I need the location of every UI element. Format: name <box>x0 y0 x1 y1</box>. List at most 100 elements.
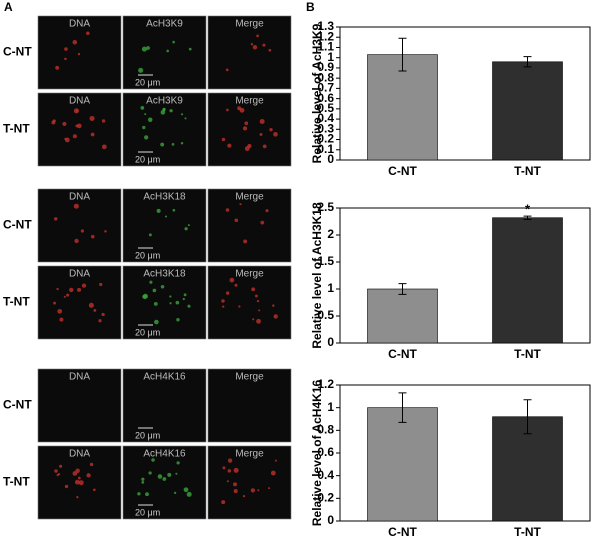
column-label: DNA <box>69 372 90 383</box>
nucleus-dot <box>180 142 184 145</box>
scale-bar-label: 20 μm <box>135 77 160 87</box>
micrograph <box>37 368 122 443</box>
nucleus-dot <box>104 230 107 233</box>
column-label: Merge <box>235 19 264 30</box>
nucleus-dot <box>238 305 241 308</box>
nucleus-dot <box>172 208 176 212</box>
bar <box>367 288 438 344</box>
y-tick-label: 1.1 <box>317 40 334 54</box>
nucleus-dot <box>256 318 261 324</box>
nucleus-dot <box>160 142 165 147</box>
nucleus-dot <box>154 319 159 325</box>
micrograph <box>207 368 292 443</box>
y-tick-label: 0 <box>327 513 334 527</box>
micrograph <box>37 92 122 167</box>
nucleus-dot <box>93 308 97 312</box>
nucleus-dot <box>54 469 58 473</box>
column-label: DNA <box>69 19 90 30</box>
y-tick-label: 0.3 <box>317 121 334 135</box>
nucleus-dot <box>169 295 172 298</box>
y-axis-label: Relative level of AcH4K16 <box>310 380 324 527</box>
nucleus-dot <box>101 312 105 317</box>
bar <box>367 407 438 522</box>
nucleus-dot <box>225 208 230 212</box>
nucleus-dot <box>156 208 161 213</box>
nucleus-dot <box>143 293 148 299</box>
y-tick-label: 0.1 <box>317 142 334 156</box>
nucleus-dot <box>234 283 238 287</box>
nucleus-dot <box>144 113 147 116</box>
nucleus-dot <box>221 299 225 303</box>
nucleus-dot <box>187 224 190 227</box>
nucleus-dot <box>162 477 167 481</box>
nucleus-dot <box>56 287 59 291</box>
nucleus-dot <box>73 203 79 209</box>
nucleus-dot <box>88 302 94 308</box>
nucleus-dot <box>69 287 74 293</box>
nucleus-dot <box>176 318 180 322</box>
nucleus-dot <box>64 47 68 51</box>
error-bar <box>523 215 532 220</box>
nucleus-dot <box>62 121 67 127</box>
nucleus-dot <box>250 42 254 46</box>
x-tick-label: T-NT <box>514 347 541 361</box>
nucleus-dot <box>72 39 78 45</box>
nucleus-dot <box>233 467 239 473</box>
nucleus-dot <box>53 217 58 221</box>
nucleus-dot <box>252 318 255 321</box>
x-tick-label: T-NT <box>514 525 541 539</box>
nucleus-dot <box>237 106 242 111</box>
micrograph <box>122 92 207 167</box>
nucleus-dot <box>244 121 249 126</box>
significance-mark: * <box>525 202 531 217</box>
y-tick-label: 1 <box>327 50 334 64</box>
row-label: C-NT <box>3 218 32 232</box>
error-bar <box>398 392 407 423</box>
nucleus-dot <box>141 477 145 481</box>
y-tick-label: 0.5 <box>317 308 334 322</box>
nucleus-dot <box>256 34 259 38</box>
nucleus-dot <box>86 473 91 478</box>
x-tick-label: C-NT <box>388 525 417 539</box>
nucleus-dot <box>166 49 169 53</box>
micrograph <box>207 15 292 90</box>
nucleus-dot <box>182 297 185 301</box>
column-label: AcH3K9 <box>146 96 183 107</box>
column-label: AcH3K18 <box>143 269 186 280</box>
column-label: Merge <box>235 372 264 383</box>
nucleus-dot <box>221 137 226 142</box>
nucleus-dot <box>222 305 225 308</box>
plot-frame <box>339 26 591 161</box>
bar <box>367 54 438 161</box>
micrograph <box>37 265 122 340</box>
nucleus-dot <box>64 57 67 61</box>
micrograph <box>207 265 292 340</box>
y-tick-label: 0 <box>327 152 334 166</box>
nucleus-dot <box>153 302 158 306</box>
y-tick-label: 0.6 <box>317 445 334 459</box>
row-label: T-NT <box>3 295 30 309</box>
nucleus-dot <box>89 462 94 467</box>
y-tick-label: 2.5 <box>317 200 334 214</box>
bar <box>492 61 563 161</box>
column-label: AcH3K9 <box>146 19 183 30</box>
nucleus-dot <box>169 109 173 113</box>
nucleus-dot <box>63 295 66 298</box>
nucleus-dot <box>260 220 265 225</box>
nucleus-dot <box>254 294 258 298</box>
nucleus-dot <box>252 45 258 50</box>
nucleus-dot <box>174 491 177 495</box>
nucleus-dot <box>234 218 239 223</box>
scale-bar-label: 20 μm <box>135 507 160 517</box>
nucleus-dot <box>53 301 56 305</box>
y-tick-label: 0.6 <box>317 91 334 105</box>
nucleus-dot <box>262 43 266 47</box>
column-label: DNA <box>69 192 90 203</box>
bar <box>492 217 563 344</box>
column-label: DNA <box>69 449 90 460</box>
nucleus-dot <box>73 108 79 114</box>
y-tick-label: 0 <box>327 335 334 349</box>
nucleus-dot <box>225 291 230 295</box>
nucleus-dot <box>175 472 178 475</box>
